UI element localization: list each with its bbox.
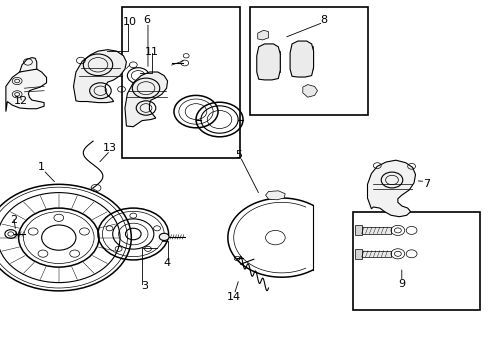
Polygon shape xyxy=(6,69,47,112)
Polygon shape xyxy=(258,30,269,40)
Polygon shape xyxy=(74,50,126,103)
Circle shape xyxy=(159,233,169,240)
Text: 11: 11 xyxy=(145,47,159,57)
Bar xyxy=(362,251,391,257)
Bar xyxy=(355,249,362,259)
Bar xyxy=(362,227,391,234)
Text: 8: 8 xyxy=(320,15,327,25)
Polygon shape xyxy=(125,72,168,127)
Bar xyxy=(291,46,313,69)
Text: 7: 7 xyxy=(423,179,430,189)
Bar xyxy=(353,212,480,310)
Text: 1: 1 xyxy=(38,162,45,172)
Text: 3: 3 xyxy=(141,281,148,291)
Text: 13: 13 xyxy=(103,143,117,153)
Polygon shape xyxy=(20,58,37,72)
Text: 14: 14 xyxy=(227,292,241,302)
Text: 5: 5 xyxy=(236,150,243,160)
Polygon shape xyxy=(303,85,318,97)
Bar xyxy=(122,7,240,158)
Text: 2: 2 xyxy=(10,215,17,225)
Bar xyxy=(257,51,280,72)
Polygon shape xyxy=(368,160,416,217)
Bar xyxy=(355,225,362,235)
Text: 6: 6 xyxy=(144,15,150,25)
Text: 4: 4 xyxy=(163,258,170,268)
Bar xyxy=(250,7,368,115)
Text: 9: 9 xyxy=(398,279,405,289)
Text: 12: 12 xyxy=(14,96,27,106)
Polygon shape xyxy=(290,41,314,77)
Polygon shape xyxy=(266,191,285,200)
Polygon shape xyxy=(257,44,280,80)
Text: 10: 10 xyxy=(123,17,137,27)
